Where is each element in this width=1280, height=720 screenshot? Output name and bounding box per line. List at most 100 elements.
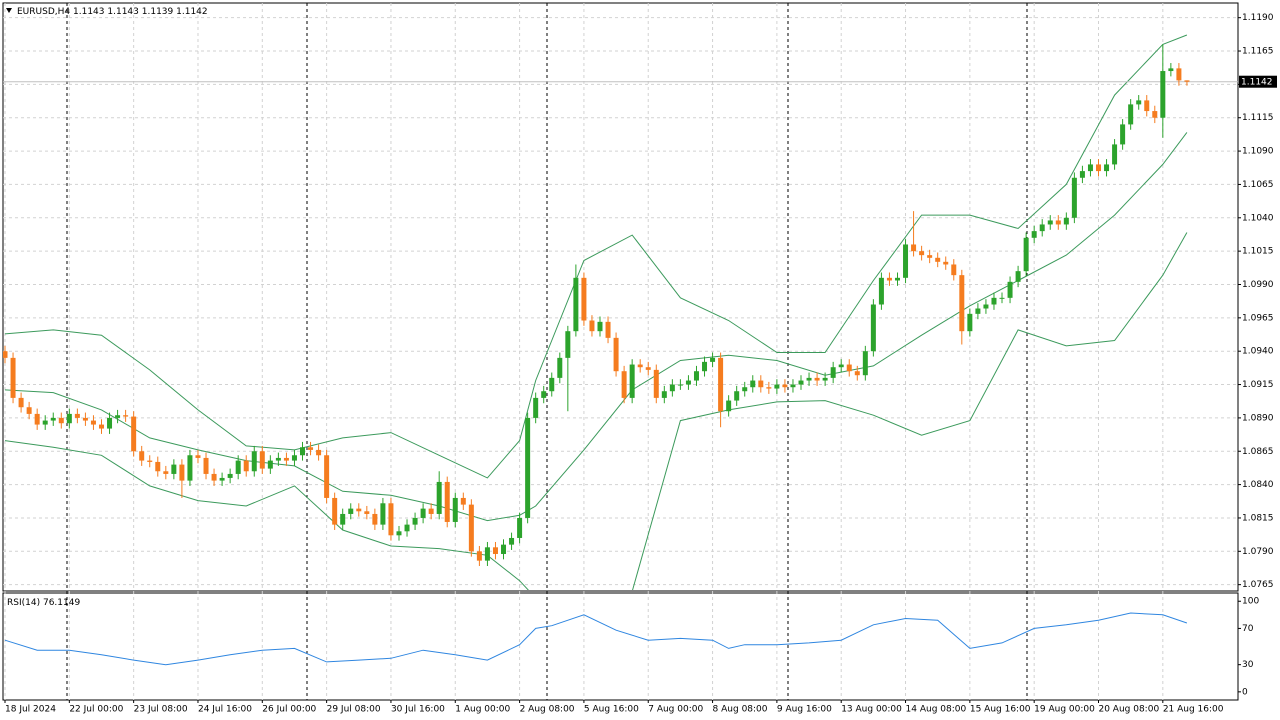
candle-body: [919, 251, 925, 256]
candle-body: [420, 508, 426, 518]
x-tick-label: 1 Aug 00:00: [455, 705, 510, 715]
candle-body: [509, 537, 515, 545]
candle-body: [1160, 71, 1166, 118]
candle-body: [589, 320, 595, 332]
candle-body: [653, 369, 659, 398]
x-tick-label: 20 Aug 08:00: [1098, 705, 1159, 715]
band-middle: [4, 132, 1188, 522]
y-tick-label: 1.0840: [1242, 480, 1274, 490]
open: 1.1143: [73, 7, 105, 17]
candle-body: [1039, 224, 1045, 232]
candle-body: [1031, 231, 1037, 238]
candle-body: [332, 497, 338, 525]
y-tick-label: 1.1040: [1242, 213, 1274, 223]
candle-body: [372, 513, 378, 525]
candle-body: [388, 503, 394, 536]
candle-body: [243, 460, 249, 472]
x-tick-label: 8 Aug 08:00: [713, 705, 768, 715]
candle-body: [710, 357, 716, 362]
candle-body: [702, 361, 708, 372]
rsi-line: [4, 612, 1188, 666]
candle-body: [1047, 220, 1053, 225]
candle-body: [34, 413, 40, 425]
x-tick-label: 18 Jul 2024: [5, 705, 56, 715]
candle-body: [838, 364, 844, 368]
candle-body: [677, 384, 683, 386]
candle-body: [66, 413, 72, 424]
candle-body: [661, 391, 667, 398]
candle-body: [782, 384, 788, 388]
candle-body: [235, 460, 241, 474]
candle-body: [492, 547, 498, 554]
candle-body: [348, 508, 354, 514]
candle-body: [396, 531, 402, 536]
candle-body: [758, 380, 764, 388]
candle-body: [1112, 144, 1118, 165]
candle-body: [484, 547, 490, 561]
candle-body: [10, 357, 16, 398]
price-plot: [3, 34, 1238, 590]
candle-body: [1120, 124, 1126, 145]
candle-body: [637, 364, 643, 368]
candle-body: [123, 415, 129, 417]
x-tick-label: 9 Aug 16:00: [777, 705, 832, 715]
candle-body: [517, 517, 523, 538]
candle-body: [718, 357, 724, 412]
candle-body: [219, 477, 225, 481]
candle-body: [878, 277, 884, 305]
candle-body: [364, 511, 370, 514]
candle-body: [886, 277, 892, 281]
candle-body: [1176, 68, 1182, 81]
candle-body: [267, 460, 273, 469]
candle-body: [533, 397, 539, 418]
candle-body: [1152, 111, 1158, 118]
candle-body: [549, 377, 555, 392]
y-tick-label: 1.0790: [1242, 547, 1274, 557]
candle-body: [259, 451, 265, 469]
candle-body: [211, 473, 217, 481]
y-tick-label: 1.1015: [1242, 247, 1274, 257]
candle-body: [251, 451, 257, 472]
candle-body: [179, 464, 185, 481]
grid: [3, 3, 1238, 700]
candle-body: [806, 377, 812, 381]
x-tick-label: 21 Aug 16:00: [1163, 705, 1224, 715]
candle-body: [613, 337, 619, 372]
band-lower: [4, 232, 1188, 590]
x-tick-label: 30 Jul 16:00: [391, 705, 445, 715]
candle-body: [1023, 237, 1029, 272]
y-tick-label: 1.0890: [1242, 413, 1274, 423]
collapse-icon[interactable]: [6, 8, 12, 13]
candle-body: [412, 517, 418, 525]
candle-body: [155, 461, 161, 472]
price-label: 1.1142: [1241, 78, 1273, 88]
x-tick-label: 7 Aug 00:00: [648, 705, 703, 715]
candle-body: [935, 257, 941, 262]
candle-body: [1071, 177, 1077, 218]
symbol: EURUSD,H4: [17, 7, 70, 17]
candle-body: [3, 351, 8, 358]
candle-body: [750, 380, 756, 388]
y-tick-label: 1.1065: [1242, 180, 1274, 190]
candle-body: [975, 308, 981, 314]
header: EURUSD,H4 1.1143 1.1143 1.1139 1.1142: [17, 7, 208, 17]
candle-body: [903, 244, 909, 278]
candle-body: [131, 416, 137, 452]
y-tick-label: 1.0990: [1242, 280, 1274, 290]
candle-body: [468, 504, 474, 552]
rsi-tick-label: 100: [1242, 597, 1259, 607]
rsi-tick-label: 30: [1242, 660, 1254, 670]
y-tick-label: 1.1090: [1242, 147, 1274, 157]
candle-body: [734, 391, 740, 401]
candle-body: [911, 244, 917, 252]
band-upper: [4, 34, 1188, 479]
candle-body: [1007, 281, 1013, 298]
candle-body: [227, 473, 233, 478]
candle-body: [830, 367, 836, 378]
close: 1.1142: [176, 7, 208, 17]
candle-body: [444, 481, 450, 522]
candle-body: [42, 420, 48, 425]
candle-body: [1063, 217, 1069, 225]
